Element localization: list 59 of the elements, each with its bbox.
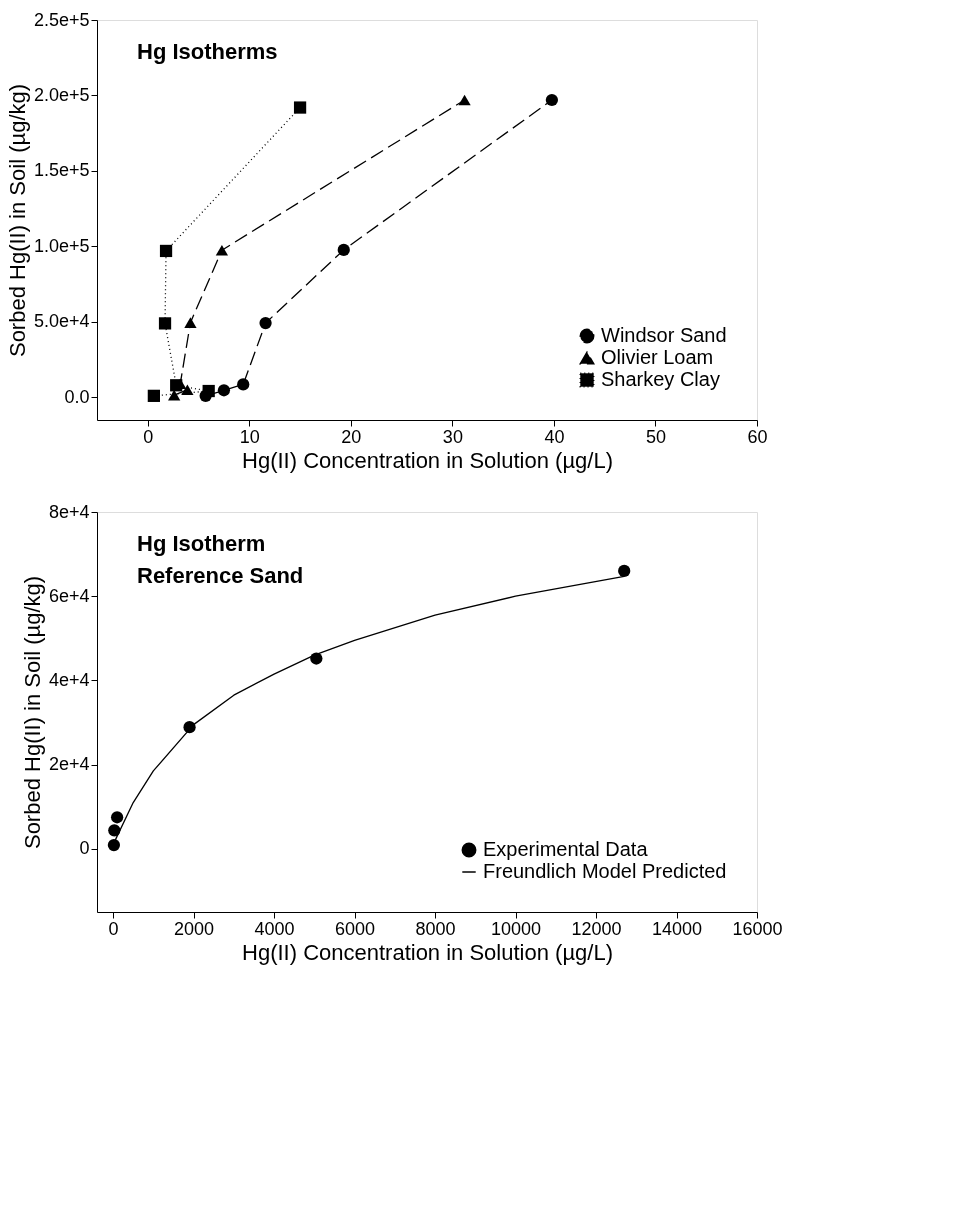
y-tick-label: 8e+4 xyxy=(48,501,90,522)
point xyxy=(215,244,229,256)
y-tick-label: 2e+4 xyxy=(48,754,90,775)
legend-label: Sharkey Clay xyxy=(601,368,720,390)
x-tick-label: 60 xyxy=(747,426,768,447)
x-tick-label: 12000 xyxy=(571,918,622,939)
point xyxy=(259,316,272,330)
point xyxy=(337,243,350,256)
x-axis-title: Hg(II) Concentration in Solution (µg/L) xyxy=(242,447,613,473)
text: Hg Isotherm Reference Sand xyxy=(137,531,304,588)
y-tick-label: 2.0e+5 xyxy=(33,84,90,105)
point xyxy=(458,94,471,106)
point xyxy=(545,93,559,107)
y-tick-label: 5.0e+4 xyxy=(33,311,90,332)
legend-label: Windsor Sand xyxy=(601,324,727,346)
x-tick-label: 0 xyxy=(143,426,154,447)
x-tick-label: 0 xyxy=(108,918,119,939)
point xyxy=(184,317,197,328)
point xyxy=(147,389,160,402)
point xyxy=(293,101,307,114)
point xyxy=(237,378,250,391)
x-tick-label: 6000 xyxy=(335,918,376,939)
point xyxy=(181,384,194,396)
point xyxy=(170,379,183,392)
x-tick-label: 30 xyxy=(442,426,463,447)
y-tick-label: 2.5e+5 xyxy=(33,9,90,30)
x-tick-label: 40 xyxy=(544,426,565,447)
text: Hg Isotherms xyxy=(137,39,278,64)
point xyxy=(158,317,172,330)
point xyxy=(111,811,124,824)
x-tick-label: 16000 xyxy=(732,918,783,939)
x-tick-label: 14000 xyxy=(651,918,703,939)
y-tick-label: 6e+4 xyxy=(48,585,90,606)
point xyxy=(618,564,631,578)
y-tick-label: 1.0e+5 xyxy=(33,235,90,256)
legend-label: Olivier Loam xyxy=(601,346,714,368)
x-tick-label: 20 xyxy=(341,426,362,447)
point xyxy=(183,721,196,734)
x-tick-label: 4000 xyxy=(254,918,295,939)
x-tick-label: 50 xyxy=(645,426,666,447)
y-tick-label: 1.5e+5 xyxy=(33,160,90,181)
point xyxy=(107,838,121,852)
x-tick-label: 10000 xyxy=(491,918,542,939)
point xyxy=(217,384,231,397)
point xyxy=(159,244,173,258)
point xyxy=(310,652,323,665)
y-tick-label: 0 xyxy=(79,838,90,859)
y-tick-label: 0.0 xyxy=(64,386,90,407)
legend-label: Experimental Data xyxy=(483,838,649,860)
x-tick-label: 10 xyxy=(239,426,260,447)
point xyxy=(108,824,121,837)
point xyxy=(202,384,215,398)
x-tick-label: 2000 xyxy=(174,918,215,939)
x-tick-label: 8000 xyxy=(415,918,456,939)
x-axis-title: Hg(II) Concentration in Solution (µg/L) xyxy=(242,939,613,965)
y-tick-label: 4e+4 xyxy=(48,669,90,690)
y-axis-title: Sorbed Hg(II) in Soil (µg/kg) xyxy=(19,575,45,850)
legend-label: Freundlich Model Predicted xyxy=(483,860,727,882)
y-axis-title: Sorbed Hg(II) in Soil (µg/kg) xyxy=(4,83,30,358)
